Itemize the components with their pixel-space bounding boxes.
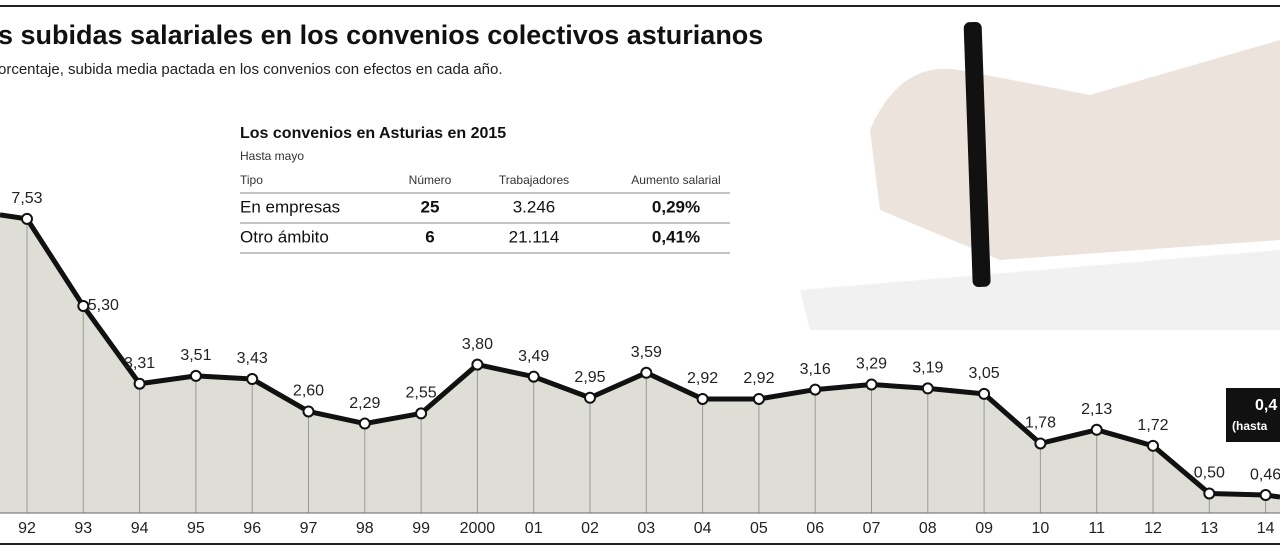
point (1203, 487, 1216, 500)
point (527, 370, 540, 383)
point (1034, 437, 1047, 450)
x-tick-label: 2000 (460, 520, 496, 537)
x-tick-label: 97 (300, 520, 318, 537)
point (921, 382, 934, 395)
point (1090, 423, 1103, 436)
x-tick-label: 11 (1088, 520, 1105, 537)
table-cell: 6 (425, 227, 434, 246)
table-subtitle: Hasta mayo (240, 149, 304, 163)
point (584, 391, 596, 404)
x-tick-label: 98 (356, 520, 374, 537)
value-label: 3,16 (800, 361, 831, 378)
table-header: Aumento salarial (631, 173, 720, 187)
point (21, 212, 33, 225)
table-cell: 25 (421, 197, 440, 216)
value-label: 3,49 (518, 348, 549, 365)
point (358, 417, 371, 430)
value-label: 5,30 (88, 297, 119, 314)
table-title: Los convenios en Asturias en 2015 (240, 125, 506, 142)
x-tick-label: 14 (1257, 520, 1275, 537)
value-label: 3,80 (462, 336, 493, 353)
point (246, 373, 259, 386)
x-tick-label: 09 (975, 520, 993, 537)
point (752, 392, 765, 405)
x-tick-label: 92 (18, 520, 36, 537)
x-tick-label: 13 (1200, 520, 1218, 537)
pen-photo (963, 21, 991, 288)
table-cell: En empresas (240, 197, 340, 216)
value-label: 2,29 (349, 395, 380, 412)
x-tick-label: 95 (187, 520, 205, 537)
annotation: 0,4 (1255, 397, 1277, 414)
value-label: 3,29 (856, 356, 887, 373)
value-label: 0,50 (1194, 465, 1225, 482)
point (865, 378, 878, 391)
x-tick-label: 96 (243, 520, 261, 537)
table-cell: 0,41% (652, 227, 700, 246)
point (302, 405, 315, 418)
x-tick-label: 94 (131, 520, 149, 537)
value-label: 3,43 (237, 350, 268, 367)
table-header: Trabajadores (499, 173, 569, 187)
table-cell: 21.114 (509, 227, 560, 246)
area (0, 214, 1280, 513)
value-label: 2,13 (1081, 401, 1112, 418)
x-tick-label: 93 (74, 520, 92, 537)
x-tick-label: 10 (1032, 520, 1050, 537)
x-tick-label: 03 (637, 520, 655, 537)
value-label: 2,92 (743, 370, 774, 387)
x-tick-label: 06 (806, 520, 824, 537)
chart-title: s subidas salariales en los convenios co… (0, 20, 763, 50)
point (415, 407, 428, 420)
hand-photo (870, 40, 1280, 260)
table-cell: Otro ámbito (240, 227, 329, 246)
table-cell: 0,29% (652, 197, 700, 216)
value-label: 7,53 (11, 190, 42, 207)
table-header: Número (409, 173, 452, 187)
value-label: 1,78 (1025, 415, 1056, 432)
value-label: 3,51 (180, 347, 211, 364)
point (809, 383, 822, 396)
value-label: 1,72 (1137, 417, 1168, 434)
table-cell: 3.246 (513, 197, 556, 216)
point (696, 392, 709, 405)
value-label: 3,05 (969, 365, 1000, 382)
x-tick-label: 08 (919, 520, 937, 537)
point (978, 387, 991, 400)
x-tick-label: 04 (694, 520, 712, 537)
inset-table: Los convenios en Asturias en 2015 Hasta … (240, 125, 730, 254)
chart-subtitle: orcentaje, subida media pactada en los c… (0, 61, 503, 78)
point (77, 299, 90, 312)
value-label: 3,59 (631, 344, 662, 361)
x-tick-label: 01 (525, 520, 543, 537)
value-label: 2,95 (574, 369, 605, 386)
point (640, 366, 653, 379)
x-tick-label: 12 (1144, 520, 1162, 537)
value-label: 0,46 (1250, 466, 1280, 483)
point (133, 377, 146, 390)
point (471, 358, 484, 371)
x-tick-label: 07 (863, 520, 881, 537)
value-label: 3,31 (124, 355, 155, 372)
x-tick-label: 05 (750, 520, 768, 537)
point (1259, 489, 1272, 502)
table-header: Tipo (240, 173, 263, 187)
paper-photo (800, 250, 1280, 330)
x-tick-label: 99 (412, 520, 430, 537)
x-tick-label: 02 (581, 520, 599, 537)
value-label: 2,60 (293, 383, 324, 400)
annotation-box (1226, 388, 1280, 442)
value-label: 2,55 (406, 385, 437, 402)
annotation: (hasta (1232, 419, 1268, 433)
value-label: 2,92 (687, 370, 718, 387)
point (189, 369, 202, 382)
point (1147, 439, 1159, 452)
value-label: 3,19 (912, 360, 943, 377)
